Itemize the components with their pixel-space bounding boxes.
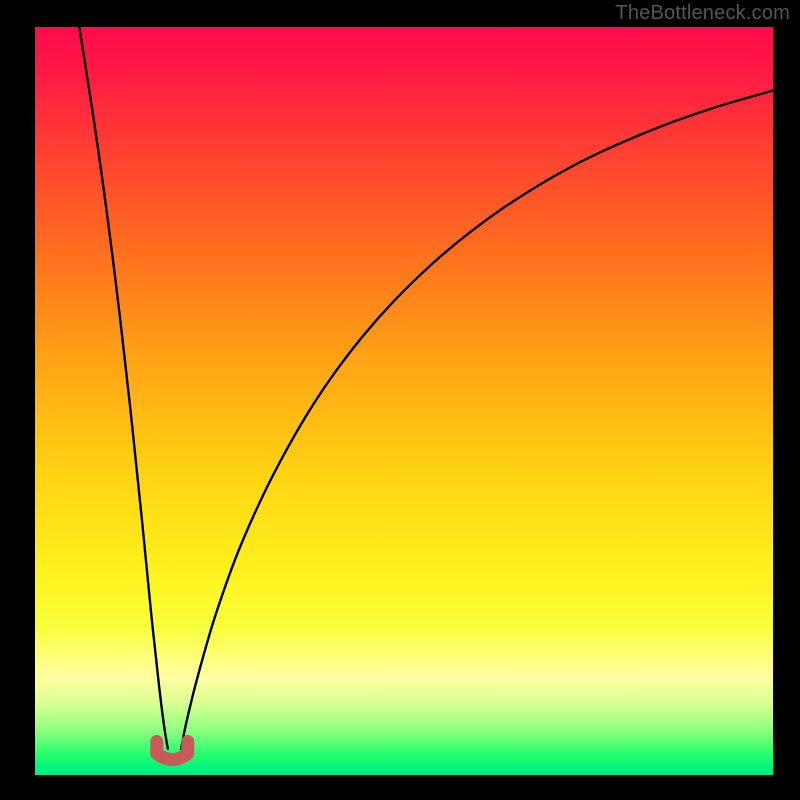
chart-container: TheBottleneck.com <box>0 0 800 800</box>
bottleneck-chart <box>0 0 800 800</box>
watermark-text: TheBottleneck.com <box>615 2 790 25</box>
plot-area <box>35 27 773 775</box>
